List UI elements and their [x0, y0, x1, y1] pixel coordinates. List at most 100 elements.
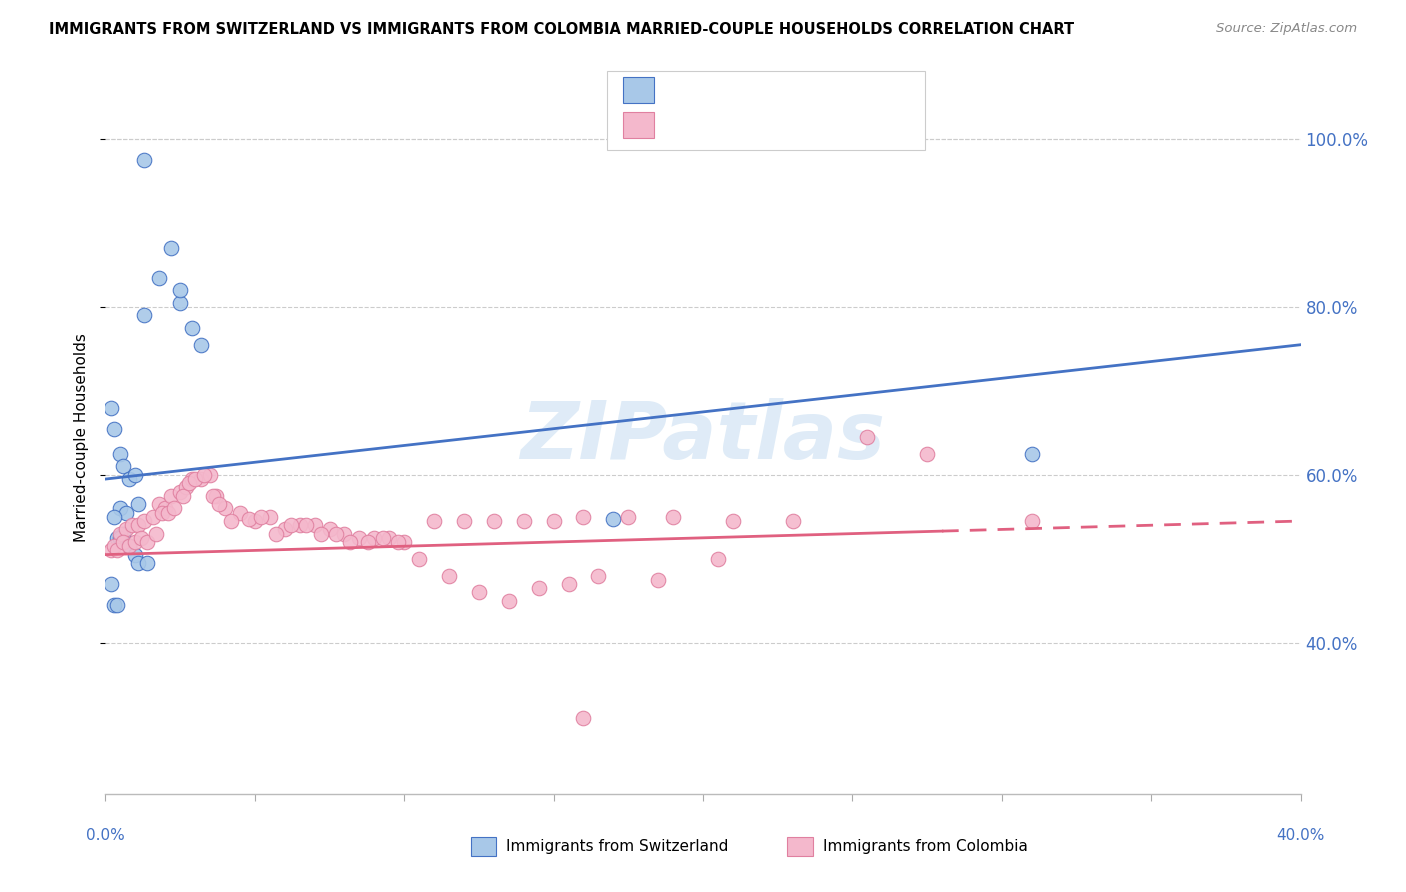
Point — [177, 476, 201, 491]
Point — [208, 497, 231, 511]
Point — [387, 535, 409, 549]
Text: N =: N = — [775, 81, 811, 99]
Point — [309, 526, 332, 541]
Point — [856, 430, 879, 444]
Point — [118, 539, 141, 553]
Point — [107, 543, 129, 558]
Point — [184, 472, 207, 486]
Point — [115, 506, 138, 520]
Point — [118, 539, 141, 553]
Point — [121, 518, 143, 533]
Point — [572, 509, 595, 524]
Point — [617, 509, 640, 524]
Point — [169, 484, 191, 499]
Point — [100, 577, 122, 591]
Point — [160, 241, 183, 255]
Point — [202, 489, 225, 503]
Point — [110, 531, 132, 545]
Point — [134, 309, 156, 323]
Point — [229, 506, 252, 520]
Text: 0.176: 0.176 — [702, 81, 754, 99]
Point — [288, 518, 311, 533]
Point — [124, 548, 146, 562]
Point — [339, 535, 361, 549]
Text: R =: R = — [659, 116, 696, 134]
Point — [349, 531, 371, 545]
Text: ZIPatlas: ZIPatlas — [520, 398, 886, 476]
Point — [157, 506, 180, 520]
Text: 30: 30 — [817, 81, 839, 99]
Point — [134, 514, 156, 528]
Point — [408, 551, 430, 566]
Point — [205, 489, 228, 503]
Text: Source: ZipAtlas.com: Source: ZipAtlas.com — [1216, 22, 1357, 36]
Point — [602, 511, 624, 525]
Point — [127, 556, 149, 570]
Y-axis label: Married-couple Households: Married-couple Households — [75, 333, 90, 541]
Point — [721, 514, 744, 528]
Point — [163, 501, 186, 516]
Point — [169, 283, 191, 297]
Point — [142, 509, 165, 524]
Point — [214, 501, 236, 516]
Point — [453, 514, 475, 528]
Point — [172, 489, 194, 503]
Point — [124, 535, 146, 549]
Point — [103, 422, 125, 436]
Point — [1021, 514, 1043, 528]
Point — [437, 568, 460, 582]
Point — [148, 497, 170, 511]
Point — [468, 585, 491, 599]
Point — [127, 518, 149, 533]
Point — [513, 514, 536, 528]
Point — [169, 295, 191, 310]
Point — [498, 594, 520, 608]
Point — [112, 535, 135, 549]
Point — [198, 467, 221, 482]
Point — [363, 531, 385, 545]
Point — [160, 489, 183, 503]
Point — [110, 526, 132, 541]
Point — [190, 337, 212, 351]
Text: 40.0%: 40.0% — [1277, 828, 1324, 843]
Point — [110, 501, 132, 516]
Point — [110, 447, 132, 461]
Point — [193, 467, 215, 482]
Point — [557, 577, 579, 591]
Point — [588, 568, 610, 582]
Point — [238, 511, 260, 525]
Point — [294, 518, 316, 533]
Point — [482, 514, 505, 528]
Point — [115, 523, 138, 537]
Point — [378, 531, 401, 545]
Point — [394, 535, 416, 549]
Point — [155, 501, 177, 516]
Point — [103, 539, 125, 553]
Point — [136, 556, 159, 570]
Point — [243, 514, 266, 528]
Point — [112, 526, 135, 541]
Point — [103, 598, 125, 612]
Point — [273, 523, 295, 537]
Point — [662, 509, 685, 524]
Point — [174, 480, 197, 494]
Point — [150, 506, 173, 520]
Point — [100, 401, 122, 415]
Point — [148, 270, 170, 285]
Text: 0.159: 0.159 — [702, 116, 754, 134]
Point — [373, 531, 395, 545]
Point — [259, 509, 281, 524]
Point — [127, 497, 149, 511]
Point — [136, 535, 159, 549]
Point — [112, 459, 135, 474]
Point — [190, 472, 212, 486]
Text: IMMIGRANTS FROM SWITZERLAND VS IMMIGRANTS FROM COLOMBIA MARRIED-COUPLE HOUSEHOLD: IMMIGRANTS FROM SWITZERLAND VS IMMIGRANT… — [49, 22, 1074, 37]
Point — [145, 526, 167, 541]
Text: R =: R = — [659, 81, 696, 99]
Point — [280, 518, 302, 533]
Point — [129, 531, 153, 545]
Point — [572, 711, 595, 725]
Point — [915, 447, 938, 461]
Point — [318, 523, 340, 537]
Point — [100, 543, 122, 558]
